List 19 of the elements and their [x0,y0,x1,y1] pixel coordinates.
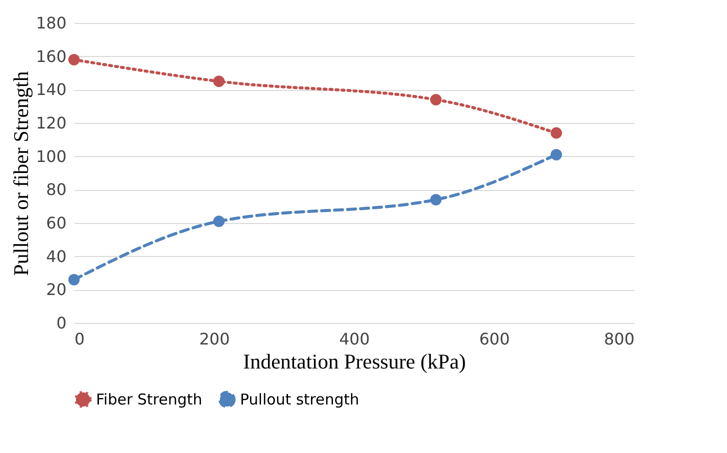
y-tick-label: 140 [36,80,66,100]
x-axis-title: Indentation Pressure (kPa) [243,350,466,374]
legend-label: Fiber Strength [96,390,202,408]
y-tick-label: 180 [36,14,66,32]
y-axis-title: Pullout or fiber Strength [8,70,33,276]
x-tick-label: 200 [199,330,230,348]
y-tick-label: 60 [46,214,66,232]
y-tick-label: 160 [36,46,66,66]
x-tick-label: 400 [339,330,370,348]
y-tick-label: 80 [46,180,66,200]
y-tick-label: 100 [36,146,66,166]
y-tick-label: 120 [36,114,66,132]
y-tick-label: 40 [46,246,66,266]
legend-label: Pullout strength [240,390,360,408]
y-tick-label: 20 [46,280,66,300]
y-tick-label: 0 [56,314,66,332]
x-tick-label: 600 [479,330,510,348]
x-tick-label: 0 [74,330,85,348]
x-tick-label: 800 [604,330,634,348]
